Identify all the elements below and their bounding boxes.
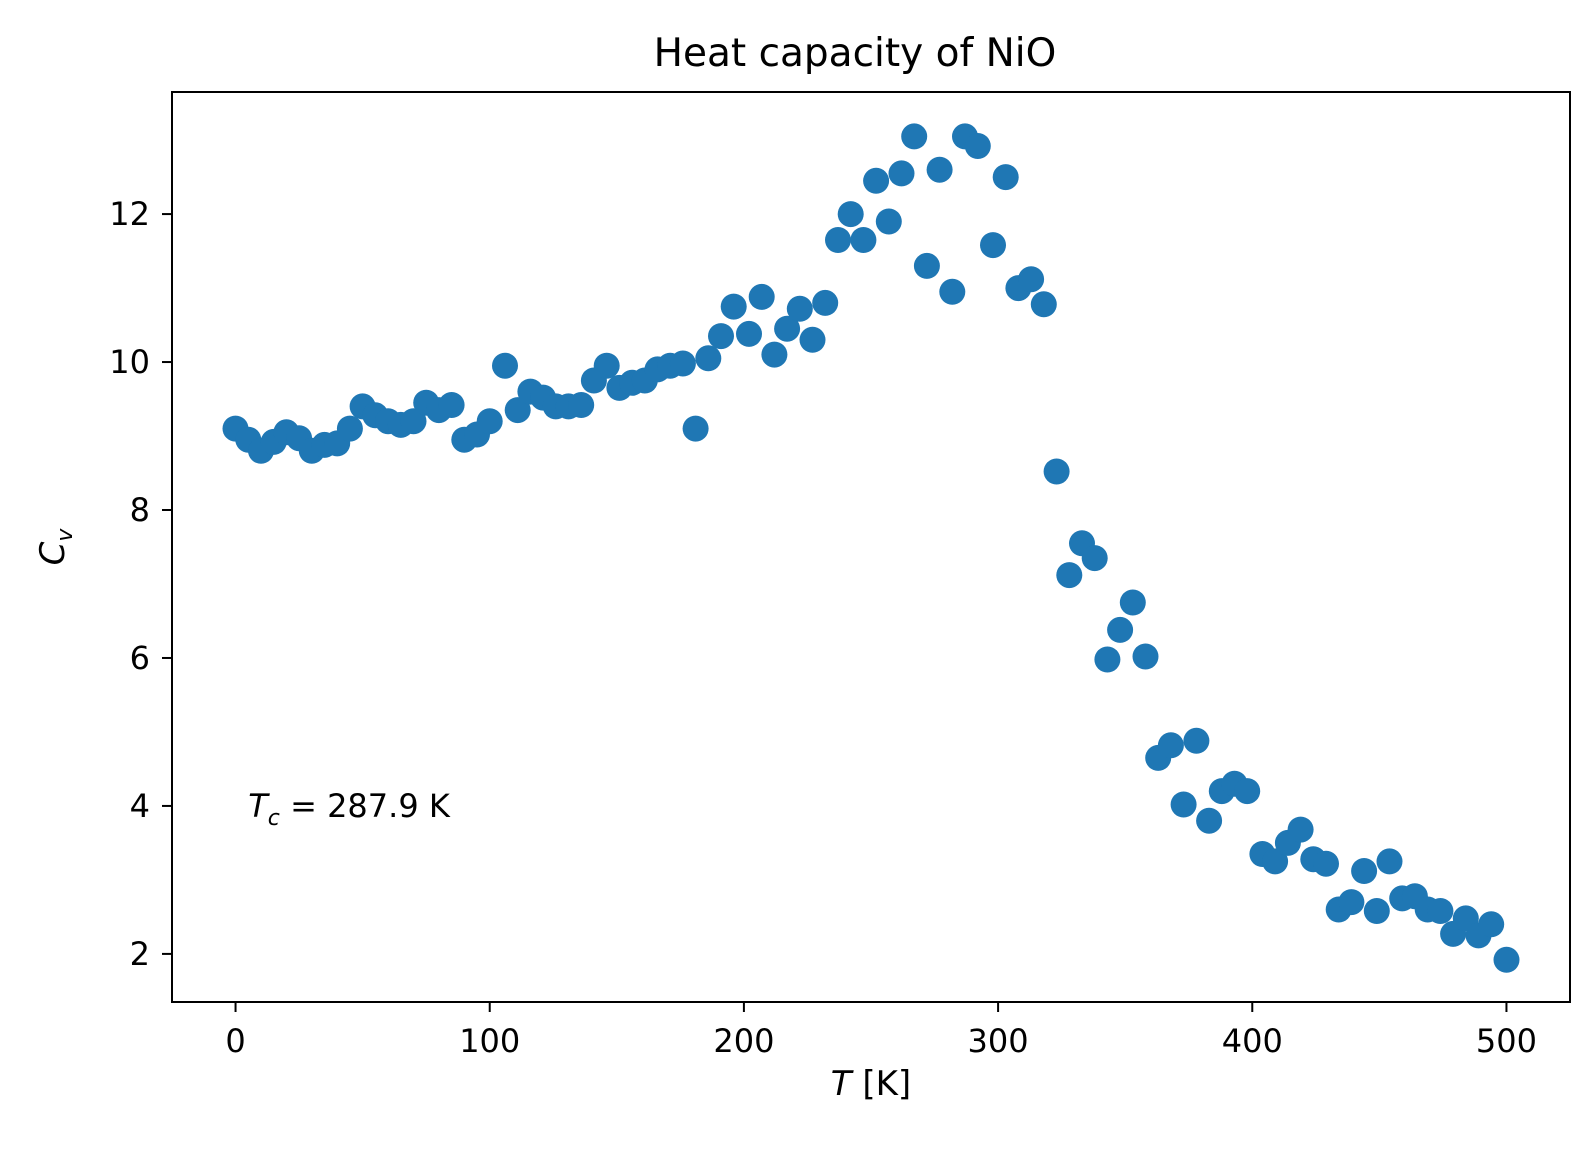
data-point [863,167,890,194]
data-point [748,283,775,310]
data-point [913,252,940,279]
x-tick-label: 0 [225,1022,245,1060]
data-point [799,326,826,353]
data-point [1183,727,1210,754]
data-point [708,323,734,350]
data-point [1081,545,1108,572]
data-point [1493,946,1520,973]
axes-frame [171,91,1571,1003]
data-point [1262,848,1289,875]
data-point [761,341,788,368]
data-point [1376,848,1403,875]
data-point [964,133,991,159]
data-point [1196,807,1223,834]
data-point [1056,562,1083,589]
y-axis-label-base: C [33,541,73,565]
chart-title: Heat capacity of NiO [654,31,1057,76]
data-point [1313,850,1339,877]
data-point [736,320,762,347]
y-axis-ticks: 2 4 6 8 10 12 [109,195,172,973]
data-point [837,201,864,228]
data-point [1363,898,1390,924]
y-tick-label: 10 [109,343,150,381]
data-point [1338,889,1365,916]
data-point [1030,291,1057,318]
x-tick-label: 100 [459,1022,520,1060]
data-point [774,315,801,342]
data-point [1094,646,1121,673]
tc-annotation: Tc = 287.9 K [248,787,451,831]
data-point [720,293,747,320]
data-point [1043,458,1070,485]
data-point [336,415,363,442]
data-point [492,352,518,379]
y-axis-label-subscript: v [53,528,78,542]
x-tick-label: 400 [1222,1022,1283,1060]
data-point [1170,791,1197,818]
data-point [901,123,928,150]
data-point [1107,616,1134,643]
x-tick-label: 200 [713,1022,774,1060]
data-point [669,350,696,377]
data-point [476,408,503,435]
y-tick-label: 2 [130,935,150,973]
data-point [1478,911,1505,938]
y-tick-label: 4 [130,787,150,825]
x-tick-label: 500 [1476,1022,1537,1060]
data-point [825,227,851,253]
x-axis-ticks: 0 100 200 300 400 500 [225,1002,1537,1060]
data-point [1287,816,1314,843]
data-point [992,164,1019,191]
data-point [1018,266,1045,293]
x-axis-label: T [K] [831,1064,911,1104]
data-point [812,289,839,316]
x-axis-label-variable: T [831,1064,854,1104]
y-tick-label: 12 [109,195,150,233]
data-point [593,352,620,379]
data-point [400,408,427,435]
y-tick-label: 8 [130,491,150,529]
x-tick-label: 300 [968,1022,1029,1060]
y-tick-label: 6 [130,639,150,677]
data-point [926,156,953,183]
data-point [850,227,877,253]
data-point [1234,778,1261,805]
data-point [682,415,709,442]
data-point [1132,643,1159,670]
data-point [1157,732,1184,759]
annotation-value: = 287.9 K [280,787,451,825]
data-point [1427,898,1454,924]
annotation-variable: T [248,787,270,825]
data-point [888,160,915,187]
annotation-subscript: c [268,806,280,831]
data-point [504,397,531,424]
data-point [568,392,595,418]
data-point [1351,858,1378,884]
data-point [1119,589,1146,616]
data-point [438,392,465,418]
plot-area [171,91,1571,1003]
data-point [875,208,902,235]
data-point [695,345,722,372]
y-axis-label: Cv [33,528,78,566]
x-axis-label-unit: [K] [852,1064,912,1104]
data-points [222,123,1520,973]
data-point [939,278,966,305]
data-point [786,295,813,322]
data-point [980,232,1006,259]
